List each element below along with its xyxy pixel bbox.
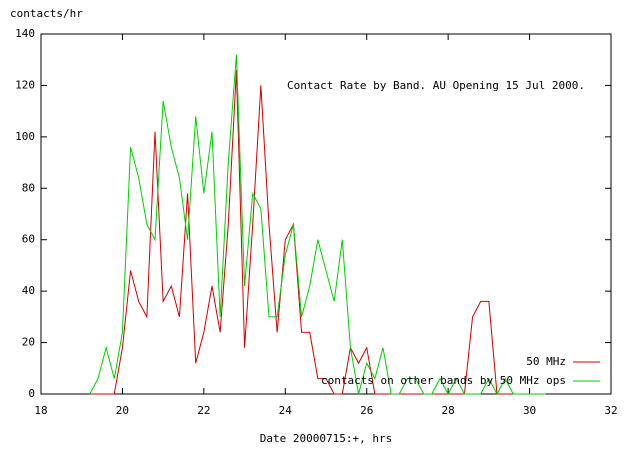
y-tick-label: 60 <box>22 233 35 246</box>
y-tick-label: 120 <box>15 78 35 91</box>
x-axis-label: Date 20000715:+, hrs <box>260 432 392 445</box>
legend-label: contacts on other bands by 50 MHz ops <box>321 374 566 387</box>
x-tick-label: 24 <box>279 404 293 417</box>
x-tick-label: 22 <box>197 404 210 417</box>
y-tick-label: 20 <box>22 336 35 349</box>
x-tick-label: 30 <box>523 404 536 417</box>
y-tick-label: 0 <box>28 387 35 400</box>
series-line <box>89 69 546 395</box>
x-tick-label: 26 <box>360 404 373 417</box>
legend-label: 50 MHz <box>526 355 566 368</box>
x-tick-label: 18 <box>34 404 47 417</box>
y-axis-label: contacts/hr <box>10 7 83 20</box>
y-tick-label: 80 <box>22 181 35 194</box>
series-line <box>89 54 546 396</box>
y-tick-label: 40 <box>22 284 35 297</box>
x-tick-label: 32 <box>604 404 617 417</box>
x-tick-label: 28 <box>442 404 455 417</box>
y-tick-label: 140 <box>15 27 35 40</box>
chart-title: Contact Rate by Band. AU Opening 15 Jul … <box>287 79 585 92</box>
plot-frame <box>40 33 612 395</box>
y-tick-label: 100 <box>15 130 35 143</box>
x-tick-label: 20 <box>116 404 129 417</box>
